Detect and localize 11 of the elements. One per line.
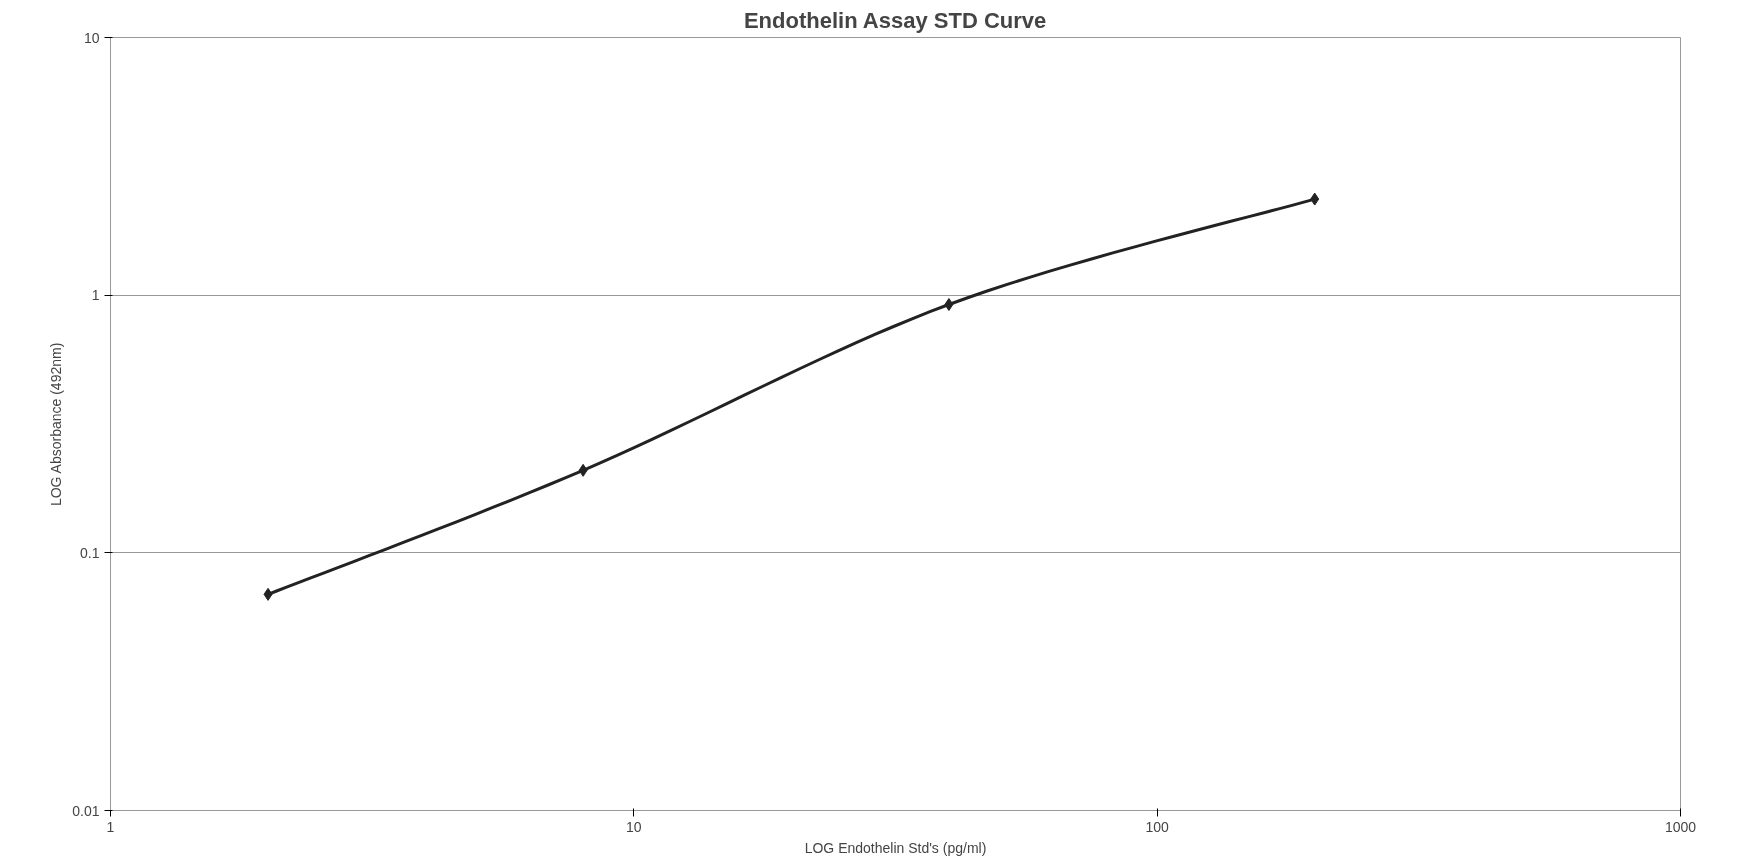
y-tick-label: 1 (91, 287, 100, 304)
chart-title: Endothelin Assay STD Curve (743, 7, 1047, 33)
x-axis-title: LOG Endothelin Std's (pg/ml) (804, 839, 987, 856)
y-tick-label: 0.01 (72, 802, 100, 819)
x-tick-label: 100 (1145, 818, 1170, 835)
y-tick-label: 10 (83, 29, 100, 46)
x-tick-label: 10 (626, 818, 642, 835)
y-tick-label: 0.1 (80, 544, 100, 561)
x-tick-label: 1000 (1664, 818, 1697, 835)
y-axis-title: LOG Absorbance (492nm) (48, 342, 65, 507)
x-tick-label: 1 (106, 818, 115, 835)
